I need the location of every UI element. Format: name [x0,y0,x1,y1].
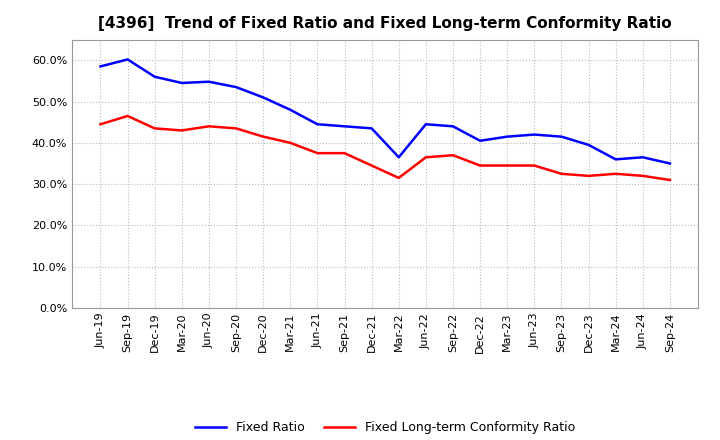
Fixed Ratio [395,154,403,160]
Fixed Long-term Conformity Ratio [395,175,403,180]
Fixed Ratio [584,142,593,147]
Fixed Ratio [611,157,620,162]
Fixed Ratio [530,132,539,137]
Fixed Ratio [232,84,240,90]
Fixed Ratio [639,154,647,160]
Fixed Long-term Conformity Ratio [286,140,294,146]
Fixed Long-term Conformity Ratio [123,114,132,119]
Fixed Long-term Conformity Ratio [639,173,647,179]
Fixed Ratio [367,126,376,131]
Fixed Long-term Conformity Ratio [421,154,430,160]
Title: [4396]  Trend of Fixed Ratio and Fixed Long-term Conformity Ratio: [4396] Trend of Fixed Ratio and Fixed Lo… [99,16,672,32]
Line: Fixed Ratio: Fixed Ratio [101,59,670,164]
Fixed Ratio [449,124,457,129]
Fixed Long-term Conformity Ratio [96,121,105,127]
Fixed Ratio [204,79,213,84]
Legend: Fixed Ratio, Fixed Long-term Conformity Ratio: Fixed Ratio, Fixed Long-term Conformity … [190,416,580,439]
Fixed Ratio [341,124,349,129]
Fixed Ratio [421,121,430,127]
Fixed Ratio [665,161,674,166]
Fixed Long-term Conformity Ratio [341,150,349,156]
Fixed Long-term Conformity Ratio [232,126,240,131]
Fixed Long-term Conformity Ratio [476,163,485,168]
Fixed Long-term Conformity Ratio [367,163,376,168]
Fixed Long-term Conformity Ratio [503,163,511,168]
Fixed Long-term Conformity Ratio [557,171,566,176]
Fixed Ratio [503,134,511,139]
Fixed Ratio [150,74,159,79]
Fixed Ratio [313,121,322,127]
Fixed Long-term Conformity Ratio [584,173,593,179]
Fixed Long-term Conformity Ratio [313,150,322,156]
Line: Fixed Long-term Conformity Ratio: Fixed Long-term Conformity Ratio [101,116,670,180]
Fixed Long-term Conformity Ratio [150,126,159,131]
Fixed Long-term Conformity Ratio [530,163,539,168]
Fixed Long-term Conformity Ratio [611,171,620,176]
Fixed Long-term Conformity Ratio [665,177,674,183]
Fixed Long-term Conformity Ratio [259,134,268,139]
Fixed Long-term Conformity Ratio [204,124,213,129]
Fixed Ratio [123,57,132,62]
Fixed Ratio [476,138,485,143]
Fixed Long-term Conformity Ratio [449,153,457,158]
Fixed Ratio [286,107,294,113]
Fixed Ratio [557,134,566,139]
Fixed Long-term Conformity Ratio [178,128,186,133]
Fixed Ratio [178,81,186,86]
Fixed Ratio [96,64,105,69]
Fixed Ratio [259,95,268,100]
